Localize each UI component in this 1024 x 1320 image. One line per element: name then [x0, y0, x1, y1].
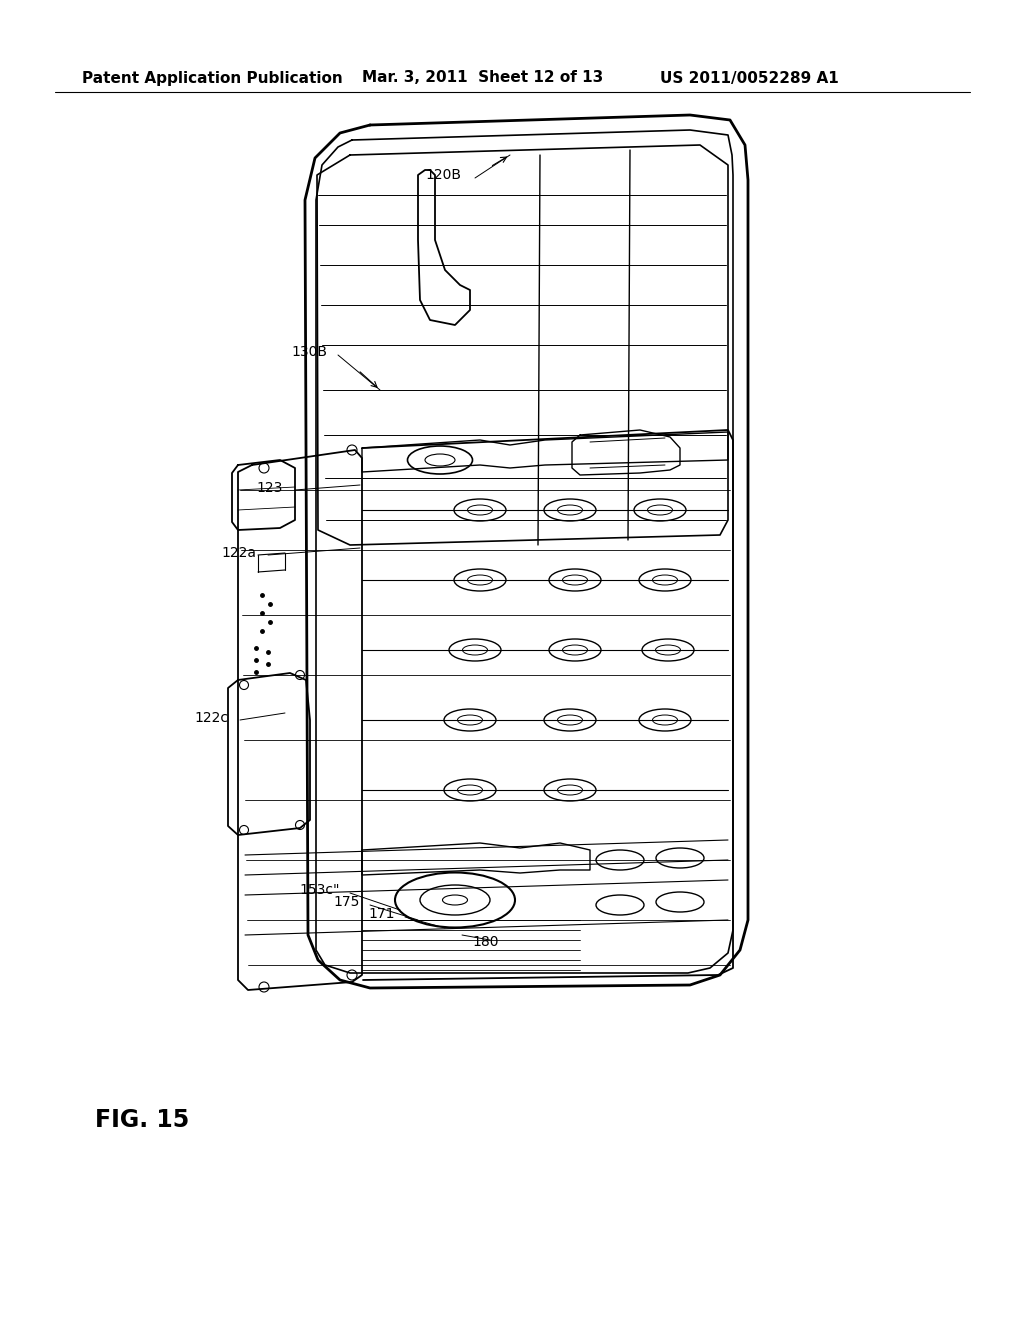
Ellipse shape [656, 892, 705, 912]
Ellipse shape [458, 715, 482, 725]
Text: 122a: 122a [221, 546, 256, 560]
Ellipse shape [562, 576, 588, 585]
Text: 123: 123 [257, 480, 283, 495]
Circle shape [240, 825, 249, 834]
Ellipse shape [444, 709, 496, 731]
Ellipse shape [420, 884, 490, 915]
Ellipse shape [655, 645, 681, 655]
Circle shape [347, 445, 357, 455]
Text: FIG. 15: FIG. 15 [95, 1107, 189, 1133]
Ellipse shape [549, 639, 601, 661]
Ellipse shape [647, 506, 673, 515]
Text: 120B: 120B [425, 168, 461, 182]
Text: 122c: 122c [194, 711, 228, 725]
Ellipse shape [468, 506, 493, 515]
Ellipse shape [596, 895, 644, 915]
Ellipse shape [425, 454, 455, 466]
Ellipse shape [454, 499, 506, 521]
Ellipse shape [562, 645, 588, 655]
Ellipse shape [463, 645, 487, 655]
Ellipse shape [652, 576, 678, 585]
Ellipse shape [557, 506, 583, 515]
Ellipse shape [544, 499, 596, 521]
Text: US 2011/0052289 A1: US 2011/0052289 A1 [660, 70, 839, 86]
Circle shape [347, 970, 357, 979]
Ellipse shape [639, 569, 691, 591]
Text: 171: 171 [369, 907, 395, 921]
Ellipse shape [468, 576, 493, 585]
Ellipse shape [639, 709, 691, 731]
Text: 153c": 153c" [299, 883, 340, 898]
Text: Patent Application Publication: Patent Application Publication [82, 70, 343, 86]
Ellipse shape [557, 785, 583, 795]
Ellipse shape [444, 779, 496, 801]
Ellipse shape [442, 895, 468, 906]
Text: 180: 180 [472, 935, 499, 949]
Circle shape [240, 681, 249, 689]
Circle shape [296, 671, 304, 680]
Ellipse shape [642, 639, 694, 661]
Ellipse shape [449, 639, 501, 661]
Text: 175: 175 [334, 895, 360, 909]
Ellipse shape [408, 446, 472, 474]
Ellipse shape [549, 569, 601, 591]
Ellipse shape [656, 847, 705, 869]
Ellipse shape [652, 715, 678, 725]
Ellipse shape [596, 850, 644, 870]
Ellipse shape [544, 779, 596, 801]
Text: Mar. 3, 2011  Sheet 12 of 13: Mar. 3, 2011 Sheet 12 of 13 [362, 70, 603, 86]
Ellipse shape [557, 715, 583, 725]
Text: 130B: 130B [291, 345, 327, 359]
Circle shape [296, 821, 304, 829]
Ellipse shape [544, 709, 596, 731]
Ellipse shape [454, 569, 506, 591]
Ellipse shape [634, 499, 686, 521]
Circle shape [259, 982, 269, 993]
Circle shape [259, 463, 269, 473]
Ellipse shape [395, 873, 515, 928]
Ellipse shape [458, 785, 482, 795]
